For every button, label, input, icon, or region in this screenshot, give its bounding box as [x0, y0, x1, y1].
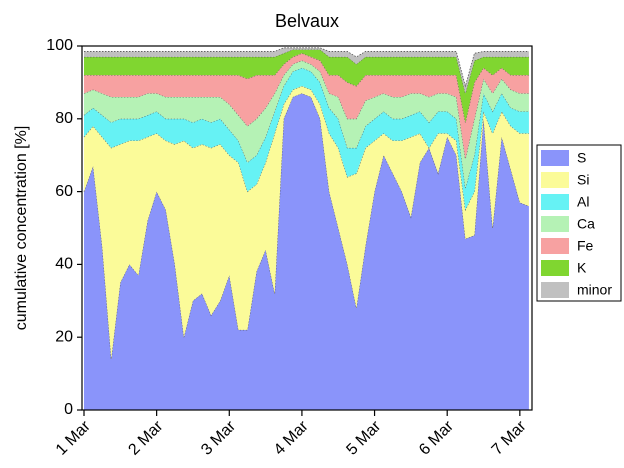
- area-edge: [83, 92, 530, 360]
- area: [84, 53, 529, 159]
- y-tick-label: 40: [55, 256, 73, 273]
- legend-swatch: [541, 150, 569, 166]
- area: [84, 67, 529, 210]
- area: [84, 47, 529, 94]
- y-tick-label: 20: [55, 328, 73, 345]
- legend-swatch: [541, 282, 569, 298]
- legend-label: Al: [577, 194, 589, 210]
- x-tick-label: 2 Mar: [126, 417, 167, 458]
- area-edge: [83, 85, 529, 212]
- area-edge: [83, 60, 529, 159]
- legend-label: Ca: [577, 216, 595, 232]
- legend-swatch: [541, 260, 569, 276]
- x-tick-label: 3 Mar: [198, 417, 239, 458]
- x-tick-label: 1 Mar: [53, 417, 94, 458]
- x-tick-label: 7 Mar: [489, 417, 530, 458]
- y-axis-label: cumulative concentration [%]: [13, 126, 30, 331]
- area-edge: [84, 47, 529, 88]
- legend-label: K: [577, 260, 587, 276]
- y-tick-label: 80: [55, 110, 73, 127]
- legend-label: Fe: [577, 238, 594, 254]
- legend-label: Si: [577, 172, 589, 188]
- area: [84, 93, 529, 410]
- legend-swatch: [541, 216, 569, 232]
- chart-title: Belvaux: [275, 11, 339, 31]
- y-tick-label: 100: [46, 37, 73, 54]
- area: [84, 49, 529, 123]
- legend-label: S: [577, 150, 586, 166]
- y-tick-label: 0: [64, 401, 73, 418]
- legend-label: minor: [577, 282, 612, 298]
- legend-swatch: [541, 172, 569, 188]
- plot-frame: [81, 45, 533, 411]
- x-tick-label: 6 Mar: [416, 417, 457, 458]
- legend-swatch: [541, 194, 569, 210]
- x-tick-label: 4 Mar: [271, 417, 312, 458]
- y-tick-label: 60: [55, 183, 73, 200]
- x-tick-label: 5 Mar: [343, 417, 384, 458]
- legend-swatch: [541, 238, 569, 254]
- area: [84, 86, 529, 360]
